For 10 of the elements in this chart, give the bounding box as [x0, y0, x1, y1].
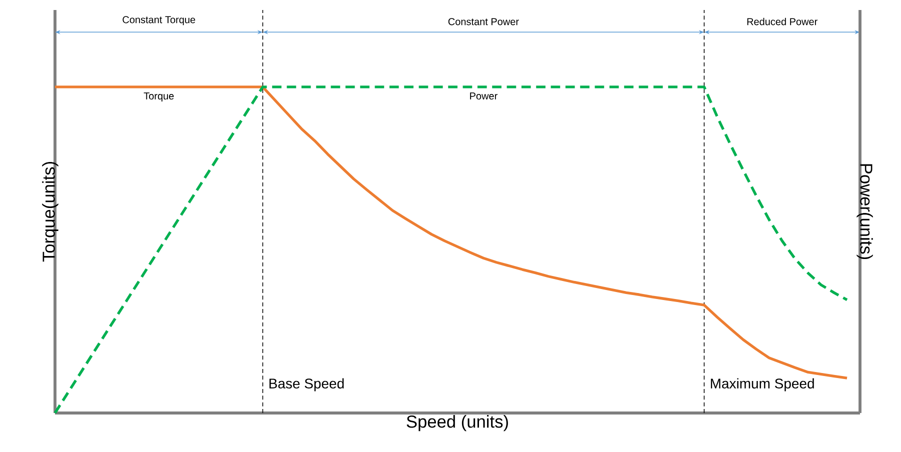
- series-label: Power: [470, 92, 498, 100]
- series-label: Torque: [144, 92, 174, 102]
- y2-axis-title: Power(units): [856, 164, 873, 260]
- text: Reduced Power: [747, 18, 818, 26]
- y-axis-title: Torque(units): [42, 162, 58, 262]
- text: Constant Torque: [122, 16, 196, 26]
- x-axis-title: Speed (units): [406, 415, 508, 432]
- annotation: Maximum Speed: [710, 378, 814, 392]
- text: Constant Power: [448, 18, 519, 26]
- annotation: Base Speed: [269, 378, 344, 392]
